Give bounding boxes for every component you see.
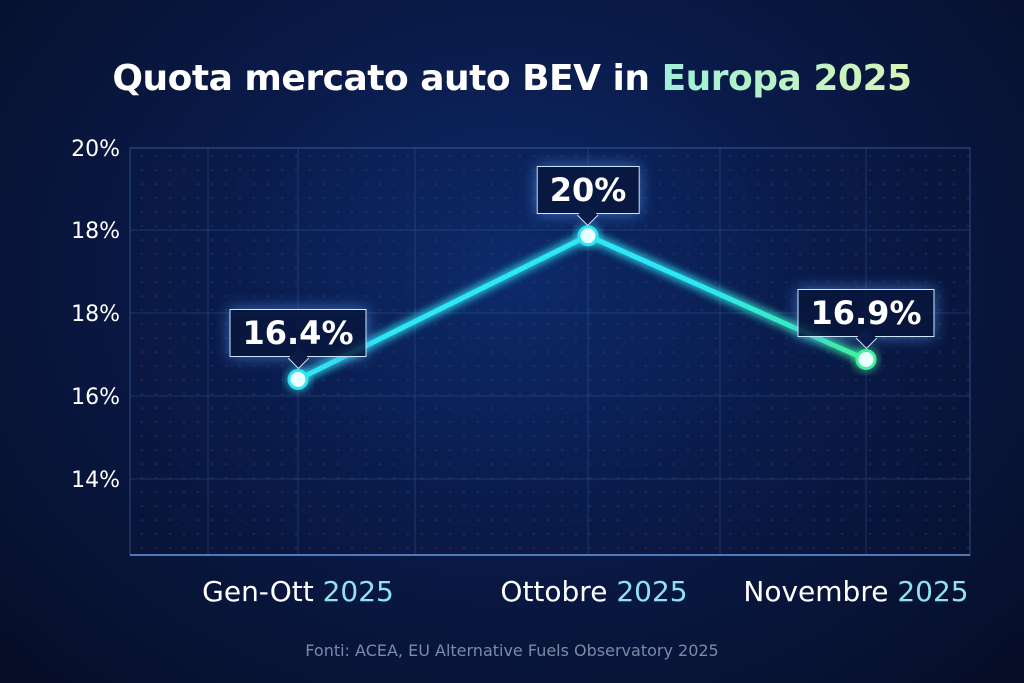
title-highlight: Europa 2025 [661,58,913,99]
source-note: Fonti: ACEA, EU Alternative Fuels Observ… [305,641,719,660]
y-tick-label: 16% [71,385,120,410]
x-tick-month: Ottobre [500,575,617,608]
y-tick-label: 14% [71,468,120,493]
data-point [287,368,309,390]
x-tick-label: Gen-Ott 2025 [202,575,394,608]
y-tick-label: 18% [71,302,120,327]
data-point [577,225,599,247]
x-tick-year: 2025 [322,575,394,608]
x-tick-year: 2025 [616,575,688,608]
data-label: 16.4% [229,309,367,358]
x-tick-label: Ottobre 2025 [500,575,687,608]
y-tick-label: 20% [71,137,120,162]
x-tick-label: Novembre 2025 [743,575,968,608]
x-tick-year: 2025 [897,575,969,608]
x-tick-month: Novembre [743,575,898,608]
data-label: 20% [536,165,640,214]
x-tick-month: Gen-Ott [202,575,323,608]
data-point [855,348,877,370]
y-tick-label: 18% [71,219,120,244]
chart-title: Quota mercato auto BEV in Europa 2025 [0,58,1024,99]
data-label: 16.9% [797,289,935,338]
title-main: Quota mercato auto BEV in [112,58,650,99]
